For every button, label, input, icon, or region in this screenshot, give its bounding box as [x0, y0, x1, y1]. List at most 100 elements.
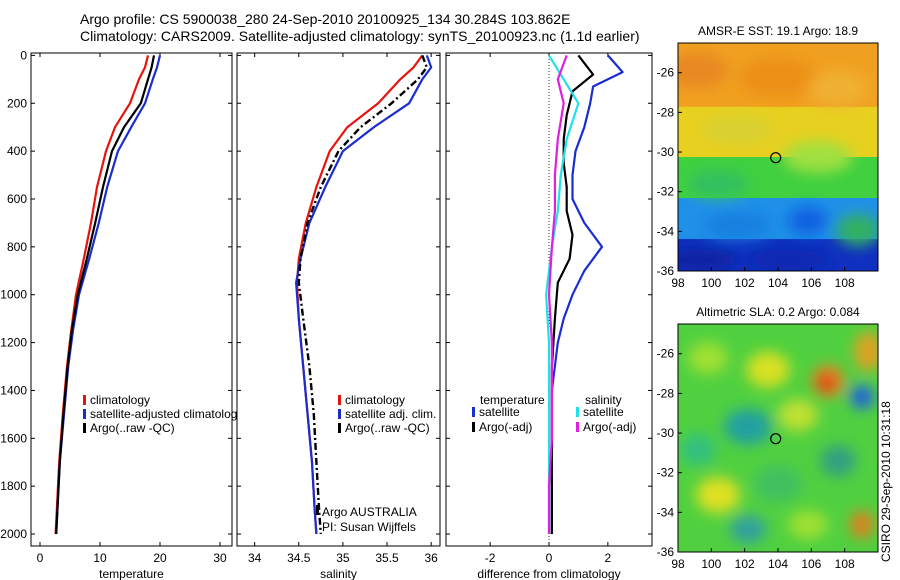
map-y-tick-label: -26 — [657, 347, 675, 361]
panel-temperature: 0 10 20 30 0 200 400 600 800 1000 1200 1400 1600 1800… — [0, 48, 237, 580]
map-blob — [688, 170, 748, 199]
map-blob — [724, 408, 772, 445]
map-x-tick-label: 106 — [801, 276, 821, 290]
map-x-tick-label: 100 — [701, 557, 721, 571]
map-image-sst-map — [678, 43, 878, 271]
y-tick-label: 600 — [7, 192, 27, 206]
map-blob — [788, 510, 828, 539]
y-tick-label: 0 — [20, 48, 27, 62]
series-line-salinity-argo-raw-qc- — [297, 54, 428, 535]
y-tick-label: 1800 — [0, 479, 27, 493]
axes-frame-salinity — [236, 52, 441, 547]
x-tick-label: 0 — [546, 551, 553, 565]
map-y-tick-label: -32 — [657, 185, 675, 199]
y-tick-label: 200 — [7, 96, 27, 110]
legend-swatch — [472, 422, 475, 432]
legend-swatch — [83, 423, 86, 433]
legend-sal-argo: Argo(-adj) — [583, 420, 636, 434]
y-tick-label: 2000 — [0, 527, 27, 541]
legend-argo: Argo(..raw -QC) — [90, 421, 175, 435]
x-tick-label: 35.5 — [375, 551, 399, 565]
figure-title-line-2: Climatology: CARS2009. Satellite-adjuste… — [80, 28, 640, 44]
series-line-temperature-argo-raw-qc- — [55, 55, 156, 535]
map-blob — [783, 141, 853, 173]
map-title-sla-map: Altimetric SLA: 0.2 Argo: 0.084 — [696, 305, 860, 319]
y-tick-label: 1400 — [0, 383, 27, 397]
map-blob — [748, 249, 828, 270]
map-x-tick-label: 108 — [835, 557, 855, 571]
legend-argo: Argo(..raw -QC) — [345, 421, 430, 435]
y-tick-label: 1200 — [0, 336, 27, 350]
legend-swatch — [83, 409, 86, 419]
map-y-tick-label: -32 — [657, 466, 675, 480]
x-axis-label-difference: difference from climatology — [477, 567, 620, 580]
map-y-tick-label: -28 — [657, 105, 675, 119]
map-blob — [696, 477, 740, 513]
map-blob — [678, 52, 728, 89]
map-blob — [850, 510, 874, 539]
map-y-tick-label: -34 — [657, 224, 675, 238]
map-x-tick-label: 100 — [701, 276, 721, 290]
panel-difference: -2 0 2 difference from climatology temperatu… — [445, 52, 653, 580]
map-x-tick-label: 98 — [671, 276, 685, 290]
series-line-difference-argo-adj- — [547, 55, 568, 534]
map-blob — [746, 351, 790, 388]
x-tick-label: 2 — [605, 551, 612, 565]
map-x-tick-label: 98 — [671, 557, 685, 571]
x-tick-label: 10 — [93, 551, 107, 565]
x-axis-label-salinity: salinity — [320, 567, 357, 580]
legend-swatch — [83, 395, 86, 405]
map-blob — [754, 465, 802, 502]
map-y-tick-label: -30 — [657, 145, 675, 159]
legend-swatch — [576, 422, 579, 432]
credit-text: CSIRO 29-Sep-2010 10:31:18 — [879, 401, 893, 562]
map-y-tick-label: -28 — [657, 386, 675, 400]
map-blob — [730, 515, 766, 544]
legend-satellite-adj: satellite adj. clim. — [345, 407, 436, 421]
map-blob — [820, 444, 856, 477]
map-x-tick-label: 106 — [801, 557, 821, 571]
map-blobs — [680, 331, 878, 544]
legend-header-salinity: salinity — [585, 393, 622, 407]
panel-salinity: 34 34.5 35 35.5 36 salinity climatologysatelli… — [236, 52, 441, 580]
map-x-tick-label: 108 — [835, 276, 855, 290]
map-title-sst-map: AMSR-E SST: 19.1 Argo: 18.9 — [698, 24, 858, 38]
x-axis-label-temperature: temperature — [99, 567, 164, 580]
legend-swatch — [472, 407, 475, 417]
map-blob — [788, 206, 828, 235]
x-tick-label: 34 — [248, 551, 262, 565]
map-x-tick-label: 104 — [768, 557, 788, 571]
map-x-tick-label: 104 — [768, 276, 788, 290]
y-tick-label: 1600 — [0, 431, 27, 445]
map-blob — [702, 115, 774, 144]
argo-position-marker — [770, 152, 782, 164]
map-y-tick-label: -36 — [657, 545, 675, 559]
map-blob — [704, 211, 772, 240]
x-tick-label: 30 — [213, 551, 227, 565]
x-tick-label: -2 — [485, 551, 496, 565]
legend-swatch — [338, 409, 341, 419]
axes-frame-temperature — [30, 52, 233, 547]
figure-title-line-1: Argo profile: CS 5900038_280 24-Sep-2010… — [80, 11, 571, 27]
x-tick-label: 35 — [336, 551, 350, 565]
map-blob — [854, 331, 878, 372]
map-blob — [678, 249, 738, 270]
legend-climatology: climatology — [90, 393, 150, 407]
map-x-tick-label: 102 — [735, 276, 755, 290]
map-y-tick-label: -26 — [657, 66, 675, 80]
legend-satellite-adjusted: satellite-adjusted climatolog — [90, 407, 237, 421]
map-y-tick-label: -36 — [657, 264, 675, 278]
map-x-tick-label: 102 — [735, 557, 755, 571]
y-tick-label: 800 — [7, 240, 27, 254]
map-image-sla-map — [678, 324, 878, 552]
y-tick-label: 1000 — [0, 288, 27, 302]
annotation-swatch — [316, 505, 319, 515]
map-blob — [836, 213, 878, 246]
legend-header-temperature: temperature — [480, 393, 545, 407]
legend-swatch — [338, 423, 341, 433]
y-tick-label: 400 — [7, 144, 27, 158]
annotation-pi: PI: Susan Wijffels — [322, 520, 416, 534]
map-blobs — [678, 52, 878, 270]
map-blob — [850, 384, 874, 409]
